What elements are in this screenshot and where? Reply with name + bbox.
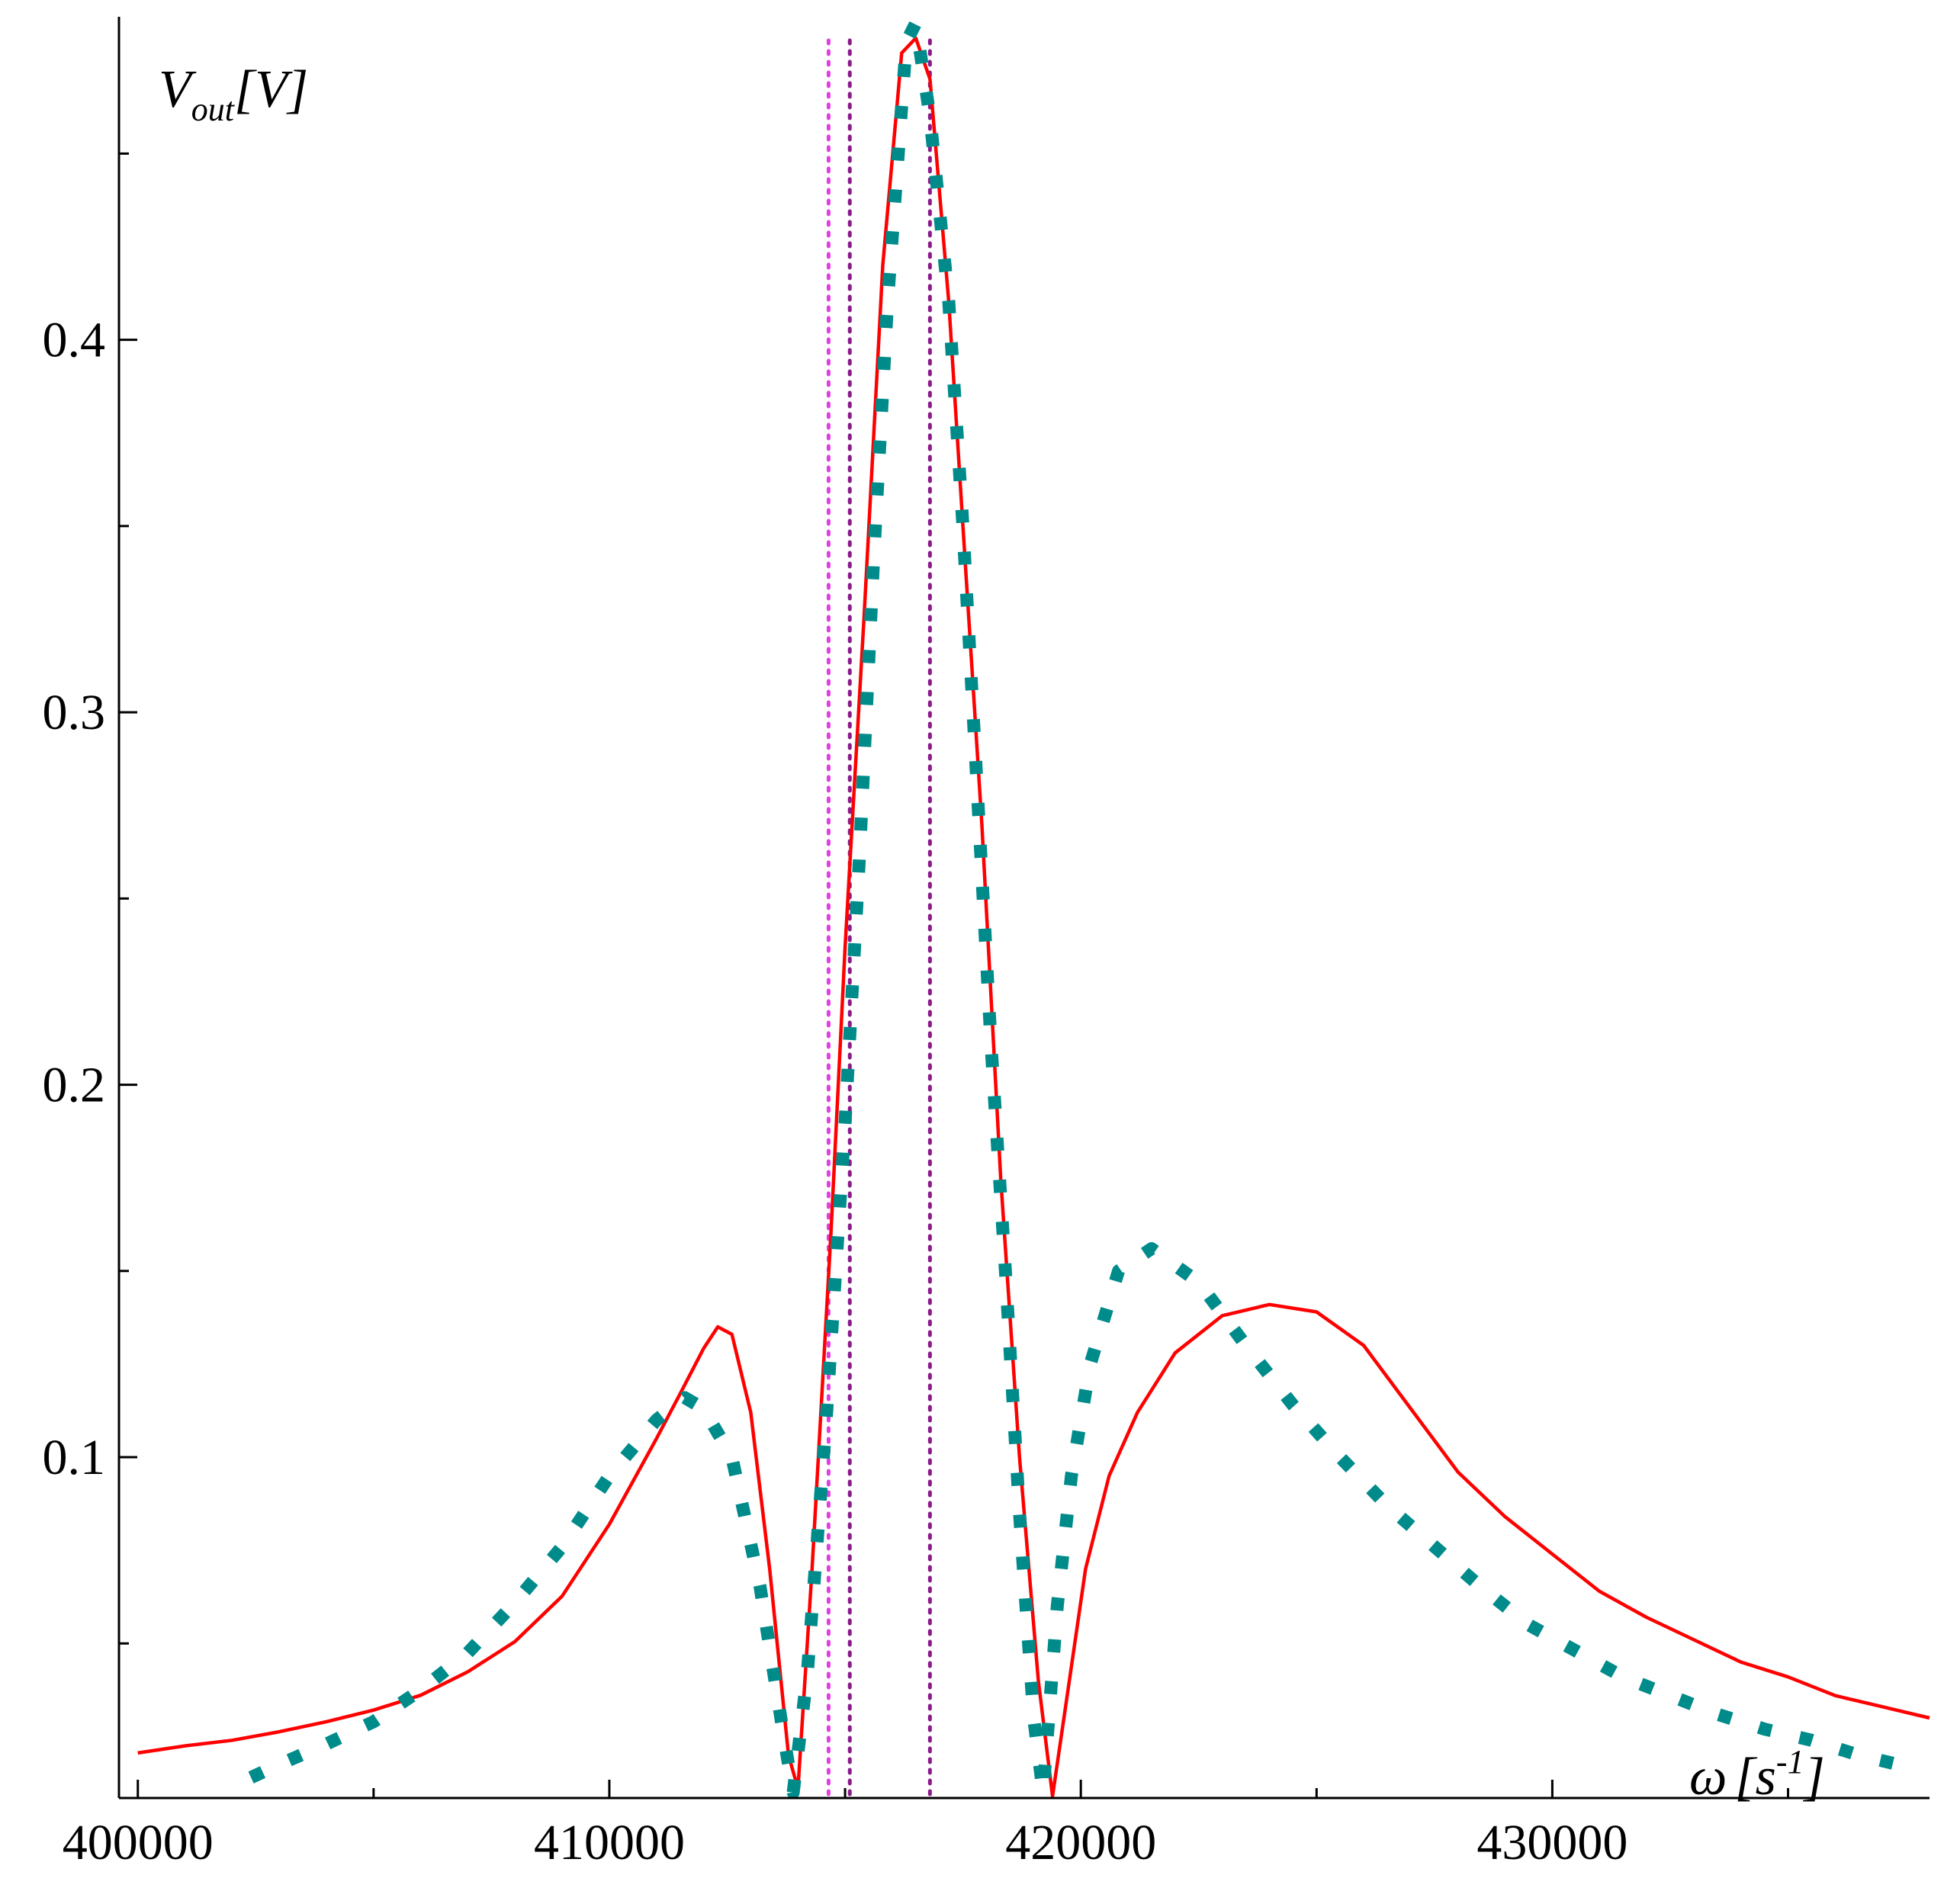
axes (117, 17, 1930, 1800)
y-axis-title: Vout[V] (159, 60, 308, 128)
x-axis-unit-open: [s (1734, 1748, 1775, 1806)
y-axis-unit: [V] (234, 60, 308, 119)
x-tick-label: 400000 (63, 1815, 214, 1870)
data-series (137, 16, 1930, 1800)
solid-series-line (137, 36, 1930, 1798)
ticks: 400000 410000 420000 430000 0.1 0.2 0.3 0.4 (43, 152, 1790, 1870)
x-tick-label: 420000 (1005, 1815, 1156, 1870)
x-axis-unit-exponent: -1 (1776, 1743, 1804, 1780)
x-axis-symbol: ω (1689, 1748, 1727, 1806)
y-axis-symbol: V (159, 60, 197, 119)
dotted-series-line (248, 16, 1908, 1800)
x-tick-label: 430000 (1476, 1815, 1627, 1870)
x-axis-unit-close: ] (1803, 1748, 1825, 1806)
y-tick-label: 0.2 (43, 1058, 106, 1113)
vertical-marker-lines (826, 38, 932, 1800)
y-tick-label: 0.3 (43, 685, 106, 740)
y-tick-label: 0.4 (43, 313, 106, 368)
x-axis-title: ω [s-1] (1689, 1743, 1825, 1806)
y-tick-label: 0.1 (43, 1430, 106, 1485)
y-axis-subscript: out (191, 91, 236, 128)
x-tick-label: 410000 (534, 1815, 685, 1870)
